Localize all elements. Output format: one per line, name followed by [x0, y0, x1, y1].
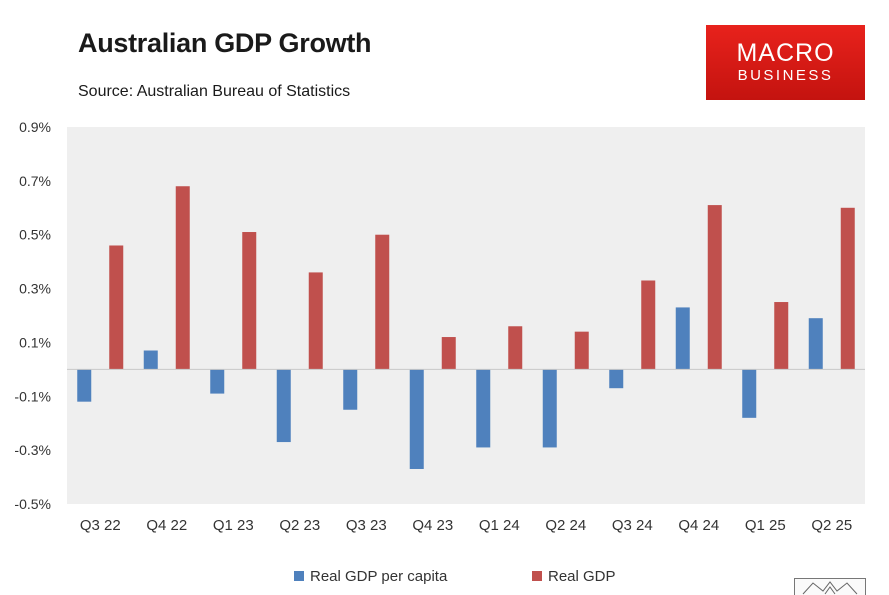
y-tick-label: 0.1%: [19, 334, 51, 350]
x-tick-label: Q1 23: [213, 517, 254, 534]
x-tick-label: Q2 25: [811, 517, 852, 534]
bar-real-gdp-per-capita: [77, 369, 92, 402]
bar-real-gdp: [707, 205, 722, 370]
legend-swatch: [294, 571, 304, 581]
legend-label: Real GDP: [548, 568, 616, 585]
chart-subtitle: Source: Australian Bureau of Statistics: [78, 83, 351, 100]
y-tick-label: -0.1%: [14, 388, 51, 404]
x-tick-label: Q2 24: [545, 517, 586, 534]
x-tick-label: Q3 24: [612, 517, 653, 534]
bar-real-gdp-per-capita: [808, 318, 823, 370]
x-tick-label: Q3 23: [346, 517, 387, 534]
bar-real-gdp: [109, 245, 124, 370]
bar-real-gdp-per-capita: [542, 369, 557, 448]
y-tick-label: 0.5%: [19, 227, 51, 243]
x-tick-label: Q1 24: [479, 517, 520, 534]
bar-real-gdp-per-capita: [143, 350, 158, 370]
y-tick-label: -0.3%: [14, 442, 51, 458]
bar-real-gdp: [441, 337, 456, 370]
macro-business-logo: MACRO BUSINESS: [706, 25, 865, 100]
bar-real-gdp: [508, 326, 523, 370]
legend-label: Real GDP per capita: [310, 568, 448, 585]
y-tick-label: 0.9%: [19, 119, 51, 135]
y-tick-label: -0.5%: [14, 496, 51, 512]
x-tick-label: Q4 24: [678, 517, 719, 534]
bar-real-gdp-per-capita: [675, 307, 690, 370]
bar-real-gdp-per-capita: [276, 369, 291, 443]
x-tick-label: Q2 23: [279, 517, 320, 534]
watermark-stamp: [794, 578, 866, 595]
bar-real-gdp: [375, 234, 390, 370]
bar-real-gdp-per-capita: [476, 369, 491, 448]
bar-real-gdp: [308, 272, 323, 370]
bar-real-gdp: [175, 186, 190, 370]
bar-real-gdp: [840, 207, 855, 370]
bar-real-gdp: [641, 280, 656, 370]
x-tick-label: Q3 22: [80, 517, 121, 534]
logo-line-1: MACRO: [736, 39, 835, 67]
plot-area: [67, 127, 865, 504]
x-tick-label: Q1 25: [745, 517, 786, 534]
y-tick-label: 0.7%: [19, 173, 51, 189]
bar-real-gdp-per-capita: [343, 369, 358, 410]
x-tick-label: Q4 23: [412, 517, 453, 534]
bar-real-gdp-per-capita: [409, 369, 424, 469]
bar-real-gdp-per-capita: [210, 369, 225, 394]
bar-real-gdp-per-capita: [609, 369, 624, 389]
x-tick-label: Q4 22: [146, 517, 187, 534]
bar-real-gdp-per-capita: [742, 369, 757, 418]
bar-real-gdp: [774, 302, 789, 370]
legend-swatch: [532, 571, 542, 581]
bar-real-gdp: [242, 232, 257, 370]
bar-real-gdp: [574, 331, 589, 370]
chart-title: Australian GDP Growth: [78, 28, 372, 58]
y-tick-label: 0.3%: [19, 281, 51, 297]
logo-line-2: BUSINESS: [737, 67, 834, 84]
